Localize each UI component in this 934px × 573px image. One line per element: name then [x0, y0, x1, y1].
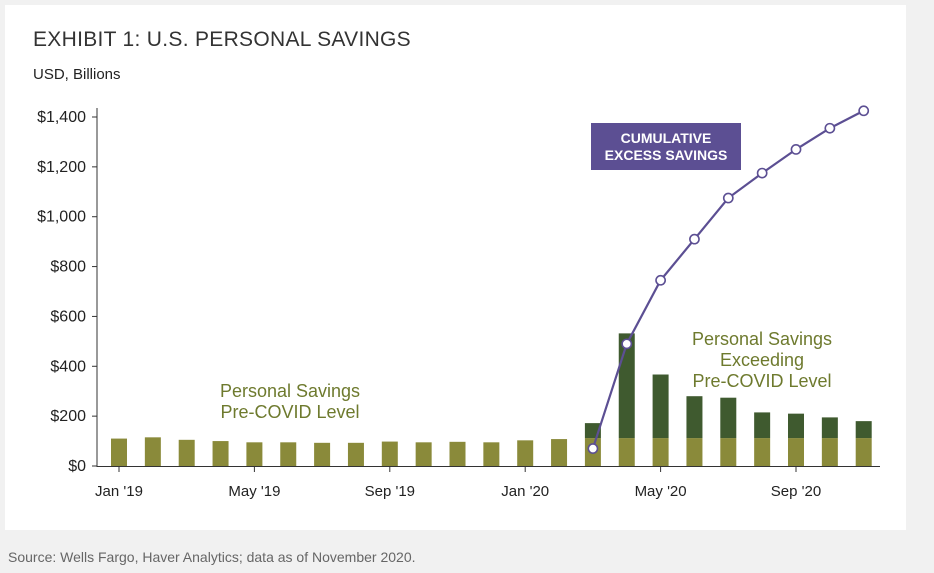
- excess-savings-bar: [788, 413, 804, 439]
- baseline-savings-bar: [280, 442, 297, 466]
- y-tick-label: $1,200: [37, 159, 86, 176]
- y-tick-label: $800: [50, 259, 86, 276]
- cumulative-point: [790, 144, 802, 155]
- baseline-savings-bar: [144, 437, 161, 466]
- x-tick-label: May '20: [635, 483, 687, 500]
- baseline-savings-bar: [788, 438, 804, 466]
- x-tick-label: May '19: [228, 483, 280, 500]
- baseline-savings-bar: [111, 438, 127, 466]
- y-tick-label: $1,400: [37, 109, 86, 126]
- baseline-savings-bar: [415, 442, 432, 466]
- cumulative-point: [621, 338, 633, 350]
- baseline-savings-bar: [347, 442, 364, 466]
- baseline-savings-bar: [821, 438, 838, 466]
- x-tick-label: Sep '19: [365, 483, 415, 500]
- x-tick-label: Jan '19: [95, 483, 143, 500]
- baseline-savings-bar: [618, 438, 635, 466]
- x-tick-label: Jan '20: [501, 483, 549, 500]
- y-axis-unit-label: USD, Billions: [33, 66, 121, 83]
- baseline-savings-bar: [720, 438, 737, 466]
- exceeding-annotation: Exceeding: [720, 350, 804, 370]
- y-tick-label: $0: [68, 458, 86, 475]
- baseline-savings-bar: [855, 438, 872, 466]
- baseline-savings-bar: [246, 442, 263, 466]
- source-note: Source: Wells Fargo, Haver Analytics; da…: [8, 549, 416, 565]
- y-tick-label: $200: [50, 408, 86, 425]
- baseline-savings-bar: [652, 438, 669, 466]
- exceeding-annotation: Personal Savings: [692, 329, 832, 349]
- baseline-savings-bar: [754, 438, 771, 466]
- excess-savings-bar: [720, 397, 737, 439]
- cumulative-label-text: CUMULATIVE: [621, 130, 712, 146]
- excess-savings-bar: [754, 412, 771, 439]
- cumulative-point: [756, 167, 768, 179]
- cumulative-point: [587, 443, 599, 454]
- baseline-savings-bar: [551, 439, 568, 466]
- cumulative-label-text: EXCESS SAVINGS: [605, 147, 728, 163]
- excess-savings-bar: [652, 374, 669, 439]
- cumulative-point: [689, 233, 700, 245]
- baseline-savings-bar: [686, 438, 703, 466]
- excess-savings-bar: [686, 396, 703, 439]
- baseline-savings-bar: [449, 441, 466, 466]
- y-tick-label: $400: [50, 358, 86, 375]
- excess-savings-bar: [855, 421, 872, 439]
- x-tick-label: Sep '20: [771, 483, 821, 500]
- y-tick-label: $600: [50, 308, 86, 325]
- baseline-savings-bar: [517, 440, 534, 466]
- cumulative-point: [824, 122, 836, 134]
- baseline-savings-bar: [483, 442, 500, 466]
- baseline-savings-bar: [381, 441, 398, 466]
- y-tick-label: $1,000: [37, 209, 86, 226]
- pre-covid-annotation: Personal Savings: [220, 381, 360, 401]
- baseline-savings-bar: [314, 442, 331, 466]
- cumulative-label-box: [591, 123, 741, 170]
- cumulative-point: [858, 105, 870, 117]
- excess-savings-bar: [821, 417, 838, 439]
- cumulative-point: [655, 274, 666, 286]
- exceeding-annotation: Pre-COVID Level: [692, 371, 831, 391]
- cumulative-point: [722, 192, 734, 204]
- baseline-savings-bar: [212, 441, 229, 466]
- chart-title: EXHIBIT 1: U.S. PERSONAL SAVINGS: [33, 28, 411, 51]
- pre-covid-annotation: Pre-COVID Level: [220, 402, 359, 422]
- baseline-savings-bar: [178, 439, 195, 466]
